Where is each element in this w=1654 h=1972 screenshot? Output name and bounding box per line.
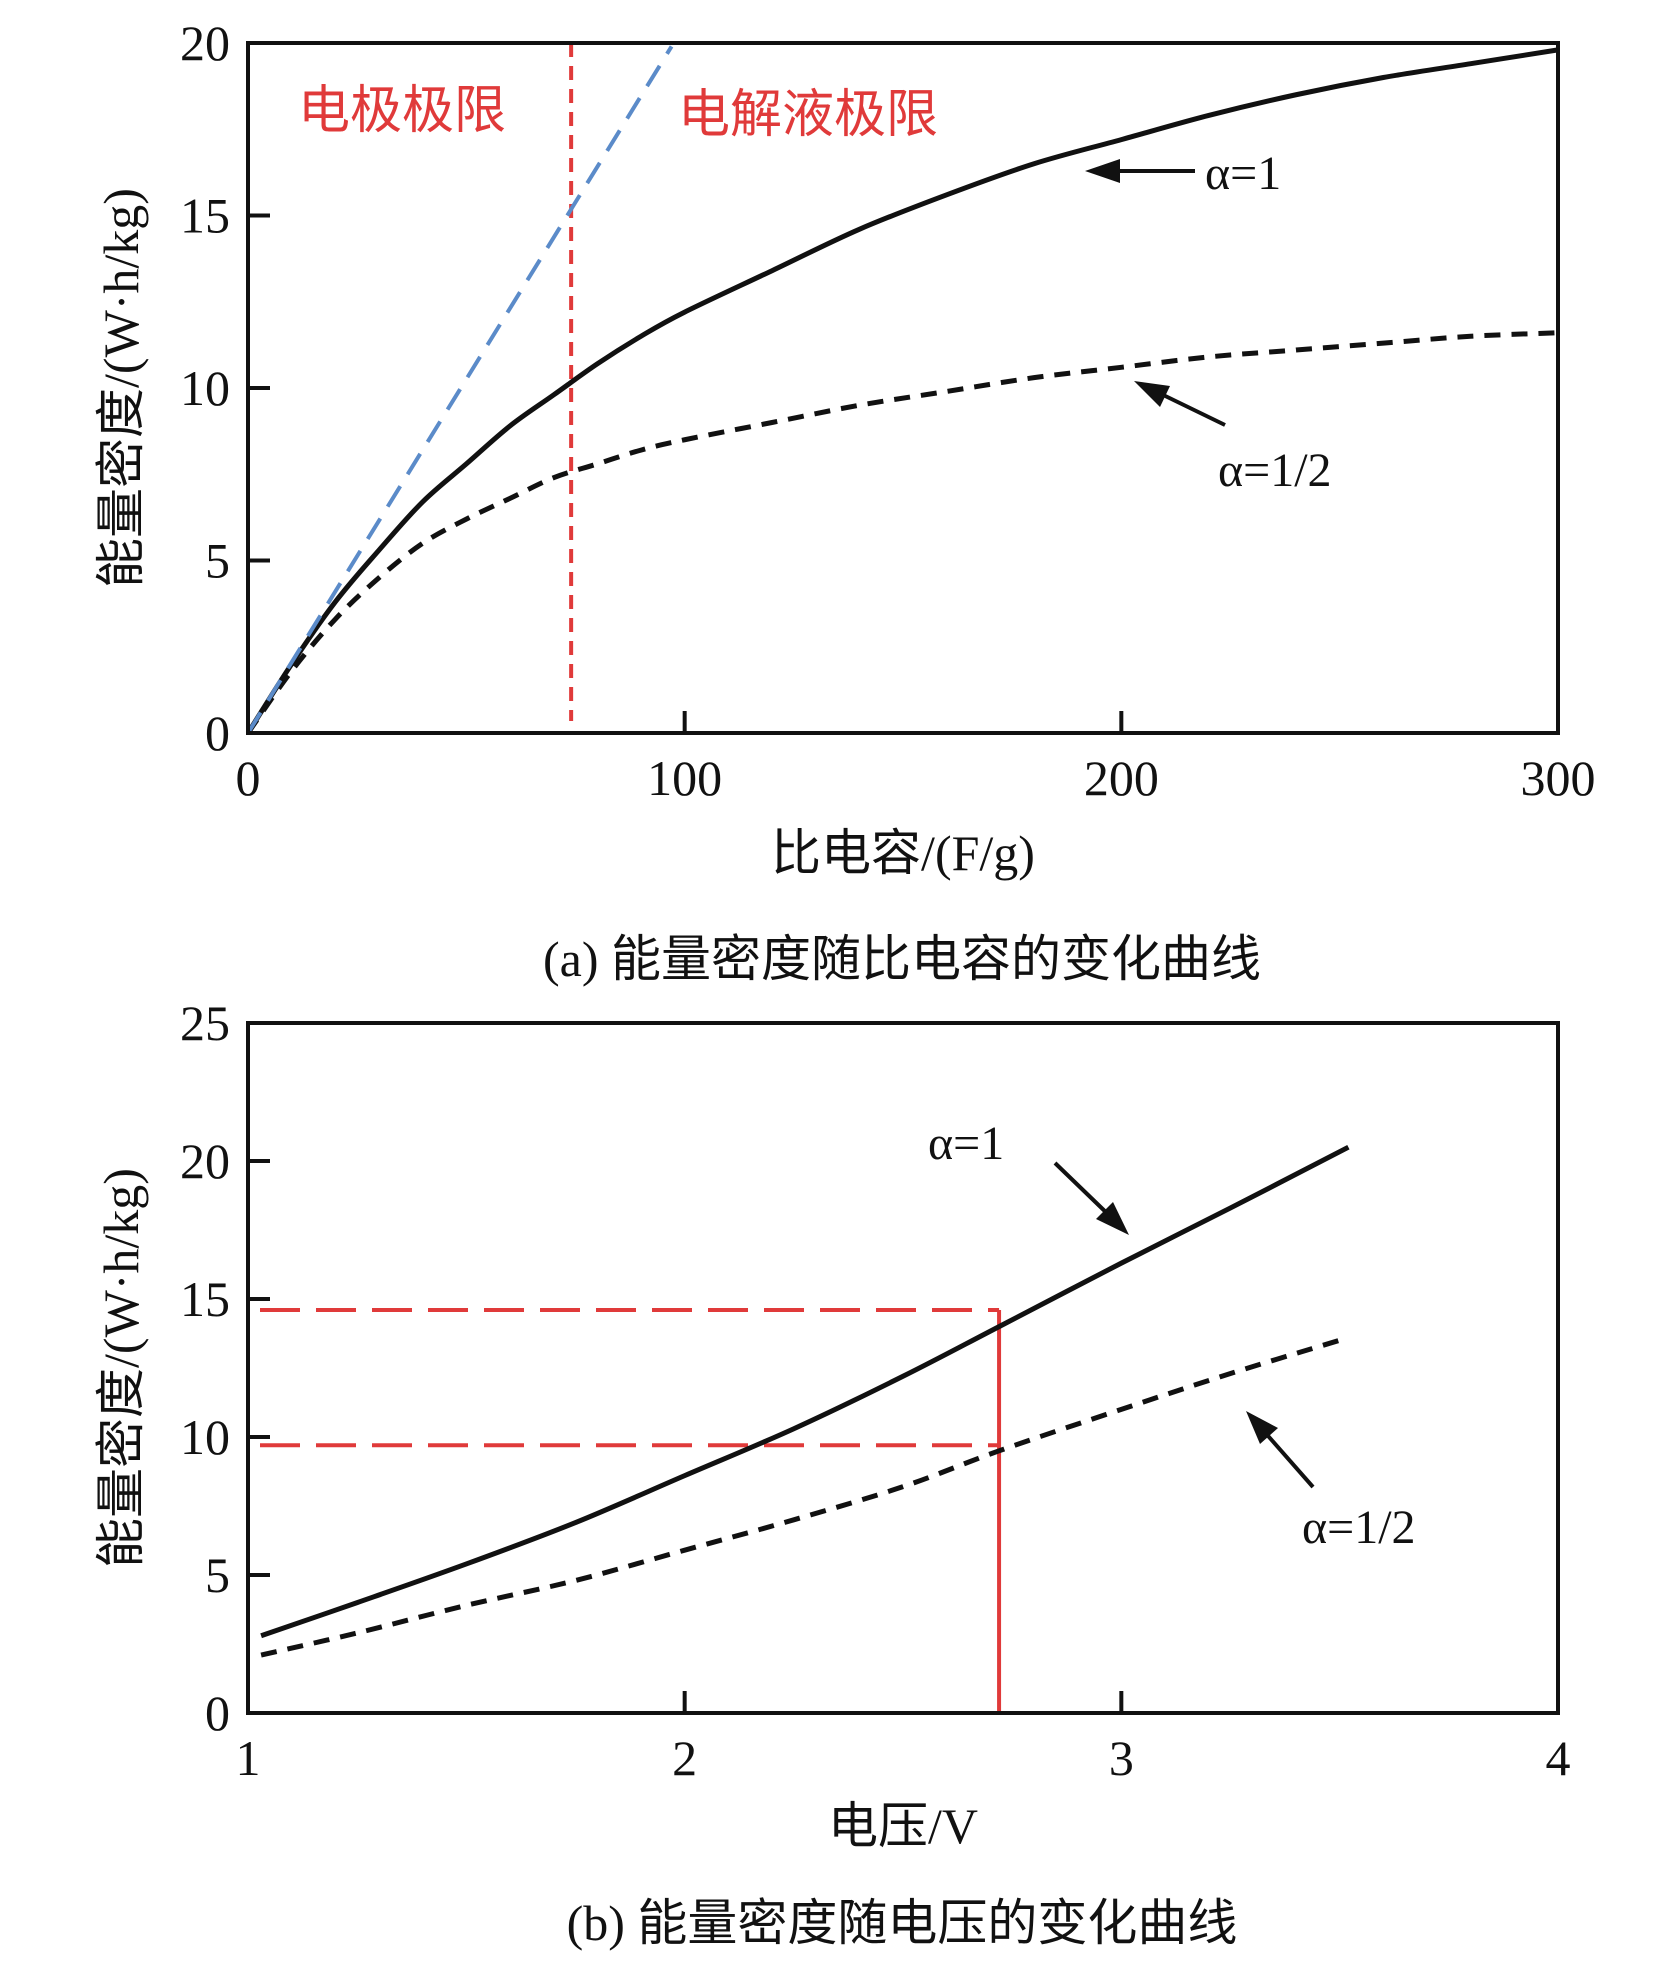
chart-b-y-tick-label: 25 xyxy=(180,995,230,1051)
chart-b-alpha-half-label: α=1/2 xyxy=(1302,1501,1416,1554)
chart-a-series-alpha-half-line xyxy=(245,330,1559,735)
chart-a-alpha-half-arrowhead xyxy=(1134,381,1170,407)
chart-b-plot-area xyxy=(260,1144,1350,1713)
chart-a-alpha-half-callout: α=1/2 xyxy=(1134,381,1332,497)
chart-a-alpha1-arrowhead xyxy=(1085,159,1120,183)
chart-a-alpha1-label: α=1 xyxy=(1205,147,1281,200)
chart-b-x-tick-label: 1 xyxy=(236,1730,261,1786)
chart-a-x-tick-label: 100 xyxy=(647,750,722,806)
chart-a-linear-trend-line xyxy=(246,45,674,735)
chart-a-frame xyxy=(246,41,1560,735)
chart-a-y-tick-label: 15 xyxy=(180,188,230,244)
chart-b-alpha1-label: α=1 xyxy=(928,1117,1004,1170)
chart-a-x-axis-label: 比电容/(F/g) xyxy=(771,825,1035,881)
chart-b-caption: (b) 能量密度随电压的变化曲线 xyxy=(567,1895,1238,1951)
chart-b-series-alpha1-line xyxy=(260,1144,1350,1639)
chart-b-y-axis-label: 能量密度/(W·h/kg) xyxy=(93,1168,149,1568)
chart-a-x-tick-label: 300 xyxy=(1521,750,1596,806)
chart-b-x-tick-label: 3 xyxy=(1109,1730,1134,1786)
chart-b-tick-labels: 1 2 3 4 0 5 10 15 20 25 xyxy=(180,995,1571,1786)
chart-a-alpha1-callout: α=1 xyxy=(1085,147,1281,200)
chart-b-y-tick-label: 0 xyxy=(205,1685,230,1741)
chart-b-series-alpha-half-line xyxy=(260,1335,1350,1658)
chart-a-alpha-half-arrow xyxy=(1154,389,1226,427)
chart-b-alpha-half-arrow xyxy=(1260,1427,1315,1489)
chart-a-plot-area xyxy=(245,43,1559,735)
chart-a-ticks xyxy=(246,41,1560,735)
chart-b-x-tick-label: 2 xyxy=(672,1730,697,1786)
chart-b-alpha-half-callout: α=1/2 xyxy=(1246,1411,1416,1554)
chart-b-y-tick-label: 10 xyxy=(180,1409,230,1465)
chart-b-y-tick-label: 15 xyxy=(180,1271,230,1327)
chart-a-x-tick-label: 200 xyxy=(1084,750,1159,806)
chart-a-y-tick-label: 20 xyxy=(180,15,230,71)
chart-b-y-tick-label: 20 xyxy=(180,1133,230,1189)
chart-b-alpha1-arrowhead xyxy=(1096,1202,1129,1235)
chart-a-y-tick-label: 5 xyxy=(205,533,230,589)
chart-a-y-tick-label: 10 xyxy=(180,360,230,416)
chart-a-alpha-half-label: α=1/2 xyxy=(1218,444,1332,497)
chart-a-electrolyte-limit-label: 电解液极限 xyxy=(678,87,938,144)
chart-a-electrode-limit-label: 电极极限 xyxy=(298,83,506,140)
chart-a-y-axis-label: 能量密度/(W·h/kg) xyxy=(93,188,149,588)
chart-a-tick-labels: 0 100 200 300 0 5 10 15 20 xyxy=(180,15,1596,806)
chart-a-y-tick-label: 0 xyxy=(205,705,230,761)
chart-b-x-tick-label: 4 xyxy=(1546,1730,1571,1786)
chart-a-x-tick-label: 0 xyxy=(236,750,261,806)
chart-a-series-alpha1-line xyxy=(245,47,1559,735)
chart-b-x-axis-label: 电压/V xyxy=(828,1798,978,1854)
chart-a-caption: (a) 能量密度随比电容的变化曲线 xyxy=(543,931,1261,987)
chart-b-alpha1-callout: α=1 xyxy=(928,1117,1129,1235)
chart-b-alpha1-arrow xyxy=(1053,1161,1115,1221)
chart-b: 1 2 3 4 0 5 10 15 20 25 α=1 α=1/2 电压/V 能量密度/(W·h/… xyxy=(93,995,1571,1951)
chart-b-alpha-half-arrowhead xyxy=(1246,1411,1278,1444)
chart-b-ticks xyxy=(246,1021,1560,1715)
chart-b-frame xyxy=(246,1021,1560,1715)
chart-b-y-tick-label: 5 xyxy=(205,1547,230,1603)
